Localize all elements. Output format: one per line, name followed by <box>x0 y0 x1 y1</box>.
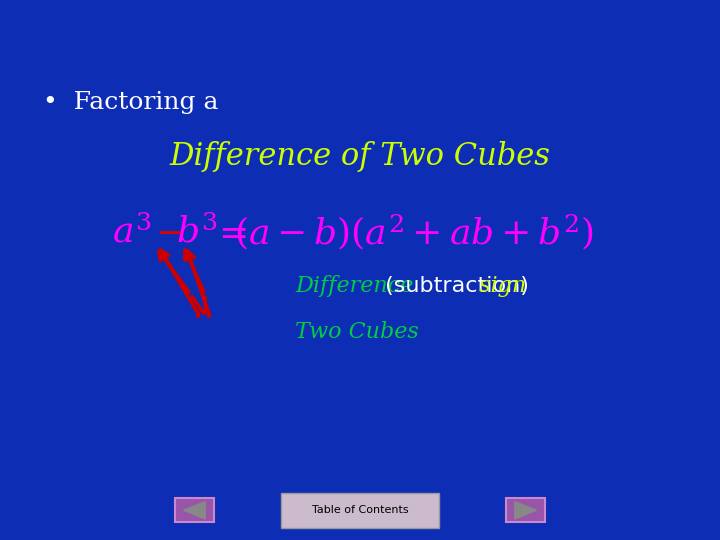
FancyArrowPatch shape <box>161 250 197 311</box>
Text: •  Factoring a: • Factoring a <box>43 91 219 114</box>
Text: $b^3$: $b^3$ <box>176 215 218 249</box>
Text: $(a-b)(a^2+ab+b^2)$: $(a-b)(a^2+ab+b^2)$ <box>234 212 594 252</box>
Text: sign: sign <box>472 275 526 297</box>
Text: Difference of Two Cubes: Difference of Two Cubes <box>170 141 550 172</box>
Polygon shape <box>184 502 205 519</box>
Text: (subtraction): (subtraction) <box>378 276 529 296</box>
Text: $a^3$: $a^3$ <box>112 215 151 249</box>
Text: $-$: $-$ <box>155 215 184 249</box>
Text: Difference: Difference <box>295 275 413 297</box>
FancyArrowPatch shape <box>186 251 208 310</box>
Polygon shape <box>515 502 536 519</box>
Text: $=$: $=$ <box>212 215 248 249</box>
FancyBboxPatch shape <box>505 498 546 523</box>
Text: Table of Contents: Table of Contents <box>312 505 408 515</box>
FancyBboxPatch shape <box>281 493 439 528</box>
Text: Two Cubes: Two Cubes <box>295 321 419 343</box>
FancyBboxPatch shape <box>175 498 215 523</box>
